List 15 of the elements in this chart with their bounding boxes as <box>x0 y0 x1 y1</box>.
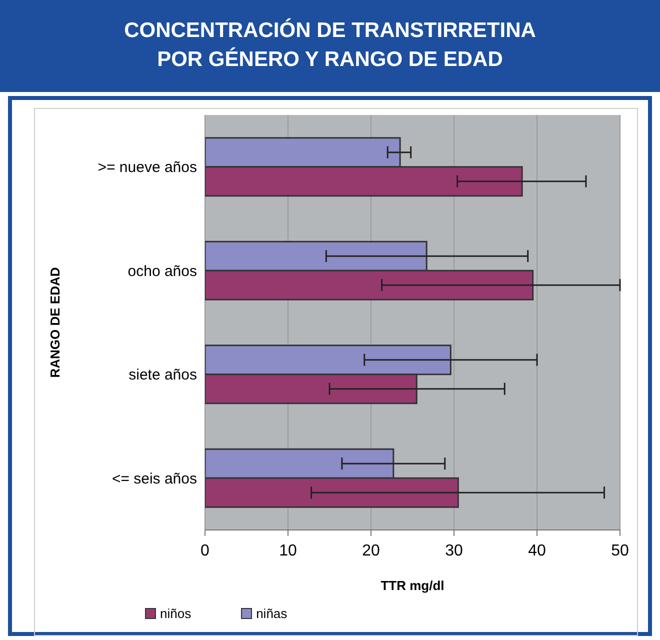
x-tick-label: 30 <box>445 542 463 560</box>
x-axis-title: TTR mg/dl <box>380 578 444 593</box>
y-tick-label: <= seis años <box>112 470 197 488</box>
x-tick-label: 10 <box>279 542 297 560</box>
legend-label: niños <box>159 606 192 621</box>
legend-label: niñas <box>255 606 288 621</box>
y-tick-label: ocho años <box>128 262 197 280</box>
x-tick-label: 0 <box>200 542 210 560</box>
x-tick-label: 50 <box>611 542 629 560</box>
y-axis-title: RANGO DE EDAD <box>48 267 63 378</box>
chart-title: CONCENTRACIÓN DE TRANSTIRRETINA POR GÉNERO Y RANGO DE EDAD <box>123 17 537 73</box>
y-tick-label: siete años <box>128 366 197 384</box>
y-tick-label: >= nueve años <box>98 159 197 176</box>
x-tick-label: 40 <box>528 542 546 560</box>
x-tick-label: 20 <box>362 542 380 560</box>
